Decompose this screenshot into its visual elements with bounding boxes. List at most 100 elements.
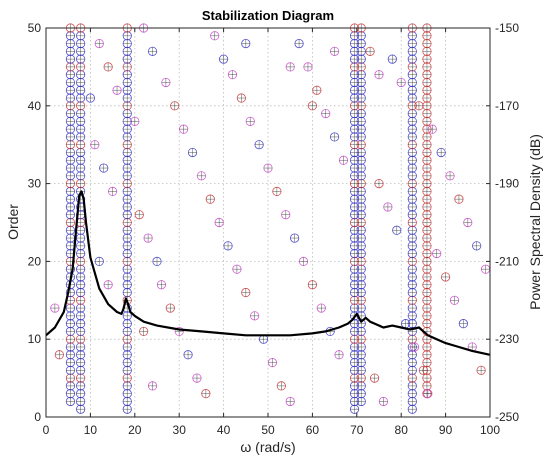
stable-column-marker [356,365,366,375]
pole-marker [187,147,198,158]
stable-column-marker [356,202,366,212]
stable-column-marker [407,396,417,407]
stable-column-marker [356,124,366,134]
stable-column-marker [65,163,76,173]
stable-column-marker [122,140,132,150]
stable-column-marker [407,217,417,228]
stable-column-marker [407,62,417,72]
pole-marker [130,116,140,126]
stable-column-marker [407,194,417,204]
y-right-tick-label: -170 [495,99,519,113]
stable-column-marker [122,70,132,80]
pole-marker [463,217,473,228]
stable-column-marker [76,70,86,80]
y-left-tick-label: 20 [28,254,42,268]
stable-column-marker [422,217,432,228]
pole-marker [54,350,64,360]
stable-column-marker [422,171,432,181]
y-right-tick-label: -250 [495,410,519,424]
stable-column-marker [76,326,86,337]
stable-column-marker [122,272,132,282]
pole-marker [401,319,411,329]
tick-layer: 0 10 20 30 40 50 60 70 80 90 100 0 10 20 30 40 50 -250 -23… [28,21,520,437]
stable-column-marker [356,295,366,305]
stable-column-marker [422,373,432,383]
stable-column-marker [407,38,417,49]
stable-column-marker [122,225,132,235]
pole-marker [454,194,464,204]
stable-column-marker [76,287,86,298]
stable-column-marker [422,319,432,329]
stable-column-marker [122,256,132,266]
stable-column-marker [422,85,432,95]
stable-column-marker [65,194,76,204]
pole-marker [458,319,468,329]
stable-column-marker [422,62,432,72]
pole-marker [414,101,424,111]
pole-marker [436,147,446,158]
stable-column-marker [76,155,86,165]
stable-column-marker [422,357,432,368]
stable-column-marker [76,334,86,344]
stable-column-marker [422,155,432,165]
stable-column-marker [407,233,417,243]
y-right-tick-label: -210 [495,254,519,268]
stable-column-marker [422,342,432,352]
stable-column-marker [76,46,86,56]
x-tick-label: 70 [350,423,364,437]
y-left-tick-label: 40 [28,99,42,113]
stable-column-marker [76,311,86,321]
stable-column-marker [65,85,76,95]
stable-column-marker [356,287,366,298]
stable-column-marker [65,62,76,72]
stable-column-marker [349,404,360,414]
pole-marker [90,140,100,150]
stable-column-marker [122,365,132,375]
stable-column-marker [76,77,86,88]
stable-column-marker [407,77,417,88]
pole-marker [285,396,295,407]
stable-column-marker [76,31,86,41]
x-tick-label: 50 [261,423,275,437]
stable-column-marker [76,85,86,95]
pole-marker [241,38,251,49]
pole-marker [329,132,340,142]
pole-marker [285,62,295,72]
x-tick-label: 40 [217,423,231,437]
pole-marker [374,179,384,189]
pole-marker [201,389,211,399]
stable-column-marker [122,202,132,212]
pole-marker [50,303,60,313]
pole-marker [312,85,322,95]
pole-marker [94,38,104,49]
stable-column-marker [356,342,366,352]
stable-column-marker [422,202,432,212]
stable-column-marker [76,404,86,414]
stable-column-marker [122,77,132,88]
stable-column-marker [65,132,76,142]
pole-marker [161,77,171,88]
stable-column-marker [356,46,366,56]
stable-column-marker [356,256,366,266]
pole-marker [445,171,455,181]
stable-column-marker [65,311,76,321]
stable-column-marker [407,171,417,181]
stable-column-marker [65,116,76,126]
stable-column-marker [122,93,132,103]
x-tick-label: 80 [395,423,409,437]
stable-column-marker [76,163,86,173]
stable-column-marker [76,381,86,391]
stable-column-marker [356,303,366,313]
stable-column-marker [76,54,86,64]
pole-marker [440,272,451,282]
stable-column-marker [65,140,76,150]
stable-column-marker [76,225,86,235]
stable-column-marker [122,101,132,111]
stable-column-marker [407,365,417,375]
stable-column-marker [122,350,132,360]
stable-column-marker [122,85,132,95]
stable-column-marker [76,241,86,251]
stable-column-marker [122,179,132,189]
stable-column-marker [65,350,76,360]
